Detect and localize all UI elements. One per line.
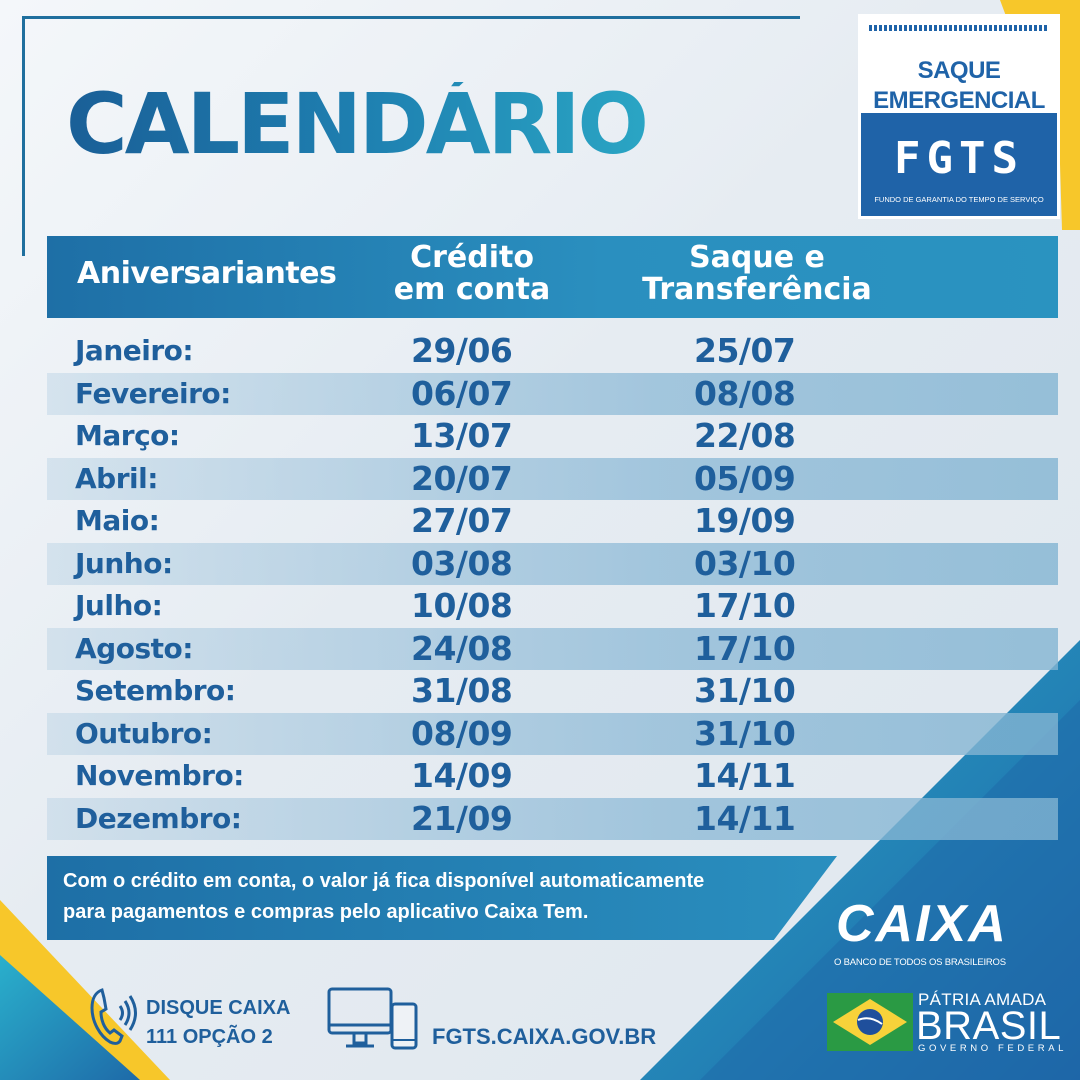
row-saque-date: 31/10	[694, 671, 796, 710]
page-title: CALENDÁRIO	[66, 75, 649, 173]
header-credit: Crédito em conta	[387, 242, 557, 305]
header-saque-line1: Saque e	[689, 240, 825, 275]
phone-line1: DISQUE CAIXA	[146, 997, 291, 1019]
table-row: Maio: 27/07 19/09	[47, 500, 1058, 542]
row-saque-date: 08/08	[694, 373, 796, 413]
row-month: Agosto:	[75, 631, 193, 665]
row-month: Janeiro:	[75, 334, 194, 367]
badge-line2: EMERGENCIAL	[873, 87, 1045, 114]
row-saque-date: 17/10	[694, 628, 796, 668]
header-saque-line2: Transferência	[642, 271, 872, 307]
row-credit-date: 14/09	[411, 756, 513, 795]
website-link[interactable]: FGTS.CAIXA.GOV.BR	[432, 1024, 657, 1049]
table-row: Julho: 10/08 17/10	[47, 585, 1058, 627]
row-credit-date: 31/08	[411, 671, 513, 710]
row-credit-date: 03/08	[411, 543, 513, 583]
row-month: Março:	[75, 419, 180, 452]
row-credit-date: 10/08	[411, 586, 513, 625]
table-row: Fevereiro: 06/07 08/08	[47, 372, 1058, 415]
phone-icon	[90, 988, 137, 1045]
row-saque-date: 05/09	[694, 458, 796, 498]
header-credit-line2: em conta	[393, 271, 551, 307]
row-month: Julho:	[75, 589, 163, 622]
row-credit-date: 29/06	[411, 331, 513, 370]
fgts-logo: FGTS	[894, 133, 1024, 184]
fgts-badge: SAQUE EMERGENCIAL FGTS FUNDO DE GARANTIA…	[858, 14, 1060, 219]
frame-line-left	[22, 16, 25, 256]
badge-line1: SAQUE	[917, 57, 1001, 84]
row-month: Fevereiro:	[75, 376, 231, 410]
header-saque: Saque e Transferência	[637, 242, 877, 305]
computer-phone-icon	[327, 987, 418, 1050]
row-saque-date: 03/10	[694, 543, 796, 583]
gov-line1: PÁTRIA AMADA	[918, 990, 1047, 1009]
row-credit-date: 24/08	[411, 628, 513, 668]
phone-line2: 111 OPÇÃO 2	[146, 1026, 273, 1048]
row-month: Setembro:	[75, 674, 236, 707]
info-note-text: Com o crédito em conta, o valor já fica …	[63, 866, 823, 928]
header-credit-line1: Crédito	[410, 240, 534, 275]
row-saque-date: 14/11	[694, 756, 796, 795]
row-month: Maio:	[75, 504, 160, 537]
table-row: Março: 13/07 22/08	[47, 415, 1058, 457]
row-saque-date: 31/10	[694, 713, 796, 753]
caixa-slogan: O BANCO DE TODOS OS BRASILEIROS	[834, 957, 1006, 968]
gov-line2: BRASIL	[916, 1004, 1062, 1048]
frame-line-top	[22, 16, 800, 19]
row-credit-date: 13/07	[411, 416, 513, 455]
gov-line3: GOVERNO FEDERAL	[918, 1043, 1068, 1054]
row-saque-date: 22/08	[694, 416, 796, 455]
row-credit-date: 21/09	[411, 798, 513, 838]
phone-contact: DISQUE CAIXA 111 OPÇÃO 2	[146, 994, 290, 1052]
table-row: Junho: 03/08 03/10	[47, 542, 1058, 585]
info-note: Com o crédito em conta, o valor já fica …	[47, 856, 837, 940]
row-credit-date: 06/07	[411, 373, 513, 413]
brazil-flag-icon	[827, 993, 913, 1051]
row-saque-date: 25/07	[694, 331, 796, 370]
row-month: Junho:	[75, 546, 173, 580]
table-row: Agosto: 24/08 17/10	[47, 627, 1058, 670]
row-saque-date: 14/11	[694, 798, 796, 838]
badge-stripe	[869, 25, 1049, 31]
table-row: Abril: 20/07 05/09	[47, 457, 1058, 500]
table-row: Janeiro: 29/06 25/07	[47, 330, 1058, 372]
table-header: Aniversariantes Crédito em conta Saque e…	[47, 236, 1058, 318]
table-row: Outubro: 08/09 31/10	[47, 712, 1058, 755]
row-month: Novembro:	[75, 759, 244, 792]
row-credit-date: 27/07	[411, 501, 513, 540]
info-note-line1: Com o crédito em conta, o valor já fica …	[63, 870, 705, 892]
info-note-line2: para pagamentos e compras pelo aplicativ…	[63, 901, 589, 923]
row-month: Outubro:	[75, 716, 213, 750]
fgts-subtitle: FUNDO DE GARANTIA DO TEMPO DE SERVIÇO	[874, 195, 1044, 204]
row-month: Dezembro:	[75, 801, 242, 835]
table-row: Dezembro: 21/09 14/11	[47, 797, 1058, 840]
badge-header: SAQUE EMERGENCIAL	[861, 17, 1057, 114]
row-credit-date: 20/07	[411, 458, 513, 498]
table-row: Novembro: 14/09 14/11	[47, 755, 1058, 797]
row-month: Abril:	[75, 461, 158, 495]
row-saque-date: 19/09	[694, 501, 796, 540]
row-saque-date: 17/10	[694, 586, 796, 625]
row-credit-date: 08/09	[411, 713, 513, 753]
header-month: Aniversariantes	[77, 256, 337, 291]
caixa-logo: CAIXA	[836, 895, 1008, 953]
table-row: Setembro: 31/08 31/10	[47, 670, 1058, 712]
